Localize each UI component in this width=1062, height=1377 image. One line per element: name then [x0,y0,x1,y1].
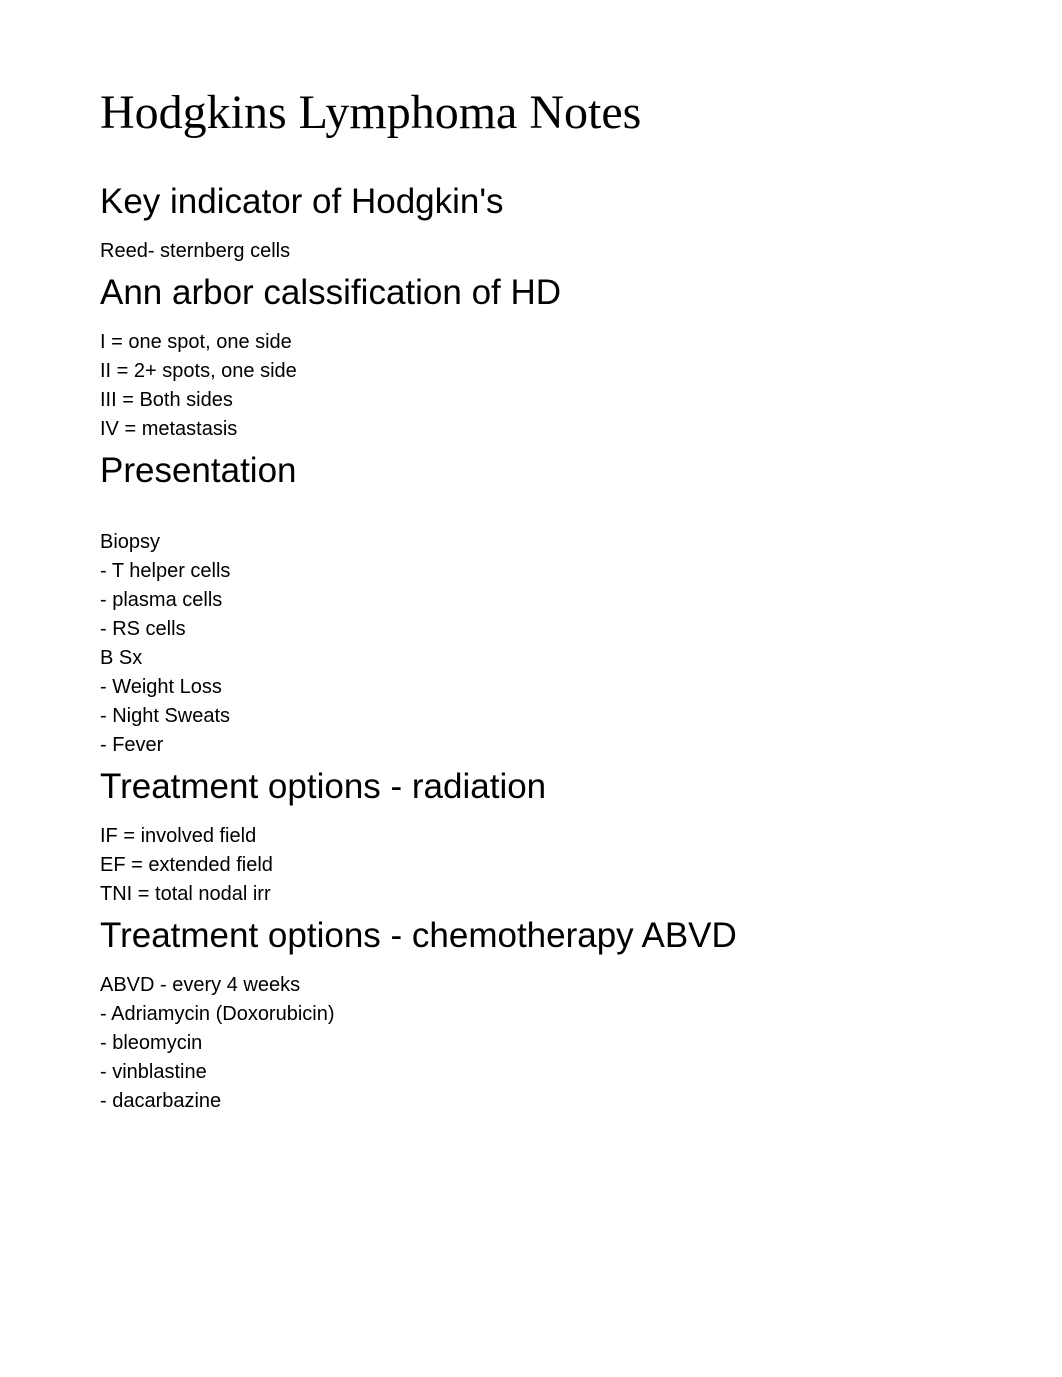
text-line: ABVD - every 4 weeks [100,972,962,999]
text-line: - T helper cells [100,558,962,585]
text-line: - vinblastine [100,1059,962,1086]
text-line: TNI = total nodal irr [100,881,962,908]
text-line: - plasma cells [100,587,962,614]
text-line: II = 2+ spots, one side [100,358,962,385]
heading-chemo: Treatment options - chemotherapy ABVD [100,916,962,956]
heading-radiation: Treatment options - radiation [100,767,962,807]
text-line: III = Both sides [100,387,962,414]
text-line: Reed- sternberg cells [100,238,962,265]
section-key-indicator: Key indicator of Hodgkin's Reed- sternbe… [100,182,962,265]
document-title: Hodgkins Lymphoma Notes [100,85,962,140]
text-line: - Adriamycin (Doxorubicin) [100,1001,962,1028]
text-line: Biopsy [100,529,962,556]
heading-key-indicator: Key indicator of Hodgkin's [100,182,962,222]
section-ann-arbor: Ann arbor calssification of HD I = one s… [100,273,962,443]
text-line: I = one spot, one side [100,329,962,356]
text-line: IF = involved field [100,823,962,850]
text-line: - RS cells [100,616,962,643]
text-line: IV = metastasis [100,416,962,443]
text-line: B Sx [100,645,962,672]
text-line: - dacarbazine [100,1088,962,1115]
text-line: - bleomycin [100,1030,962,1057]
text-line: - Night Sweats [100,703,962,730]
section-chemo: Treatment options - chemotherapy ABVD AB… [100,916,962,1115]
text-line: EF = extended field [100,852,962,879]
text-line: - Fever [100,732,962,759]
text-line: - Weight Loss [100,674,962,701]
section-radiation: Treatment options - radiation IF = invol… [100,767,962,908]
section-presentation: Presentation Biopsy - T helper cells - p… [100,451,962,759]
heading-ann-arbor: Ann arbor calssification of HD [100,273,962,313]
heading-presentation: Presentation [100,451,962,491]
